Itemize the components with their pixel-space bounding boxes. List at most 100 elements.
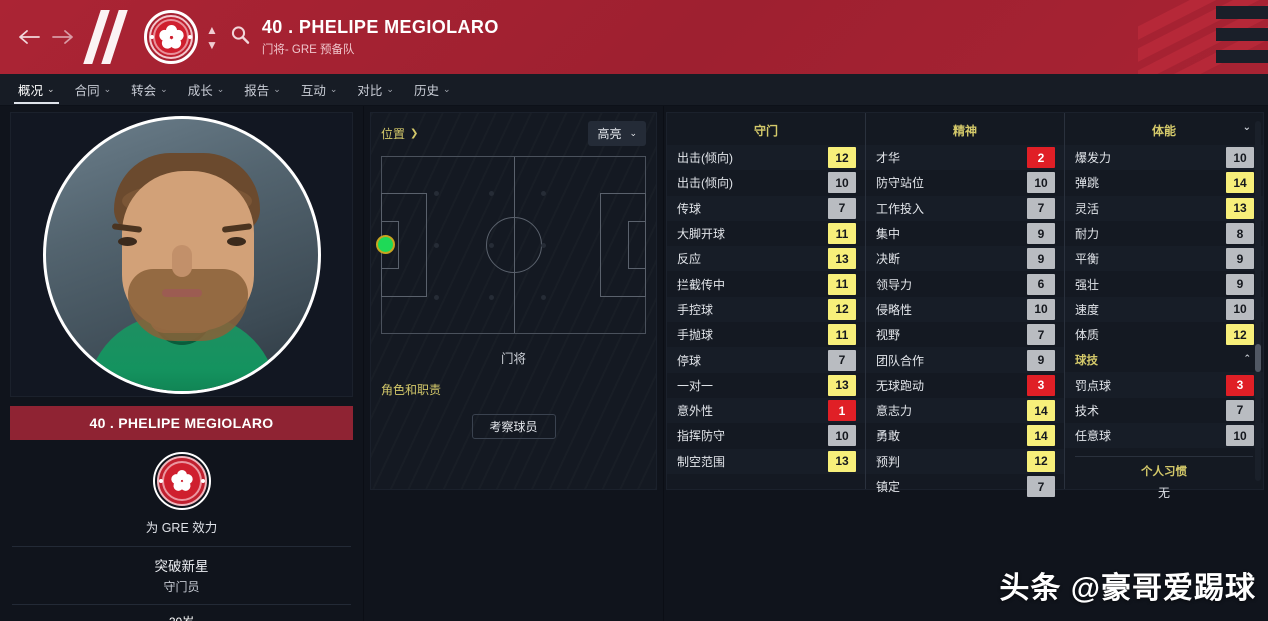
chevron-down-icon: ⌄: [386, 84, 394, 94]
attribute-row[interactable]: 耐力 8: [1065, 221, 1263, 246]
club-crest-icon[interactable]: [152, 452, 211, 510]
attribute-row[interactable]: 指挥防守 10: [667, 423, 865, 448]
pitch-diagram[interactable]: [376, 156, 646, 334]
stepper-down-icon[interactable]: ▼: [206, 37, 218, 52]
mental-attr-value: 6: [1027, 273, 1055, 295]
tab-contract[interactable]: 合同 ⌄: [65, 74, 122, 106]
position-column: 位置 ❯ 高亮 ⌄: [364, 106, 664, 621]
attribute-row[interactable]: 手控球 12: [667, 296, 865, 323]
attribute-row[interactable]: 决断 9: [866, 246, 1064, 272]
attribute-row[interactable]: 才华 2: [866, 145, 1064, 171]
attribute-row[interactable]: 停球 7: [667, 347, 865, 373]
search-button[interactable]: [230, 25, 250, 50]
attribute-row[interactable]: 任意球 10: [1065, 422, 1263, 449]
attribute-row[interactable]: 镇定 7: [866, 474, 1064, 499]
goalkeeping-attr-value: 13: [828, 248, 856, 270]
attribute-row[interactable]: 侵略性 10: [866, 296, 1064, 323]
habits-value: 无: [1157, 486, 1170, 501]
goalkeeping-attr-label: 手抛球: [677, 328, 714, 343]
attribute-row[interactable]: 意志力 14: [866, 397, 1064, 424]
attribute-row[interactable]: 团队合作 9: [866, 347, 1064, 373]
highlight-dropdown[interactable]: 高亮 ⌄: [588, 121, 646, 146]
physical-attr-label: 弹跳: [1075, 176, 1100, 191]
attribute-row[interactable]: 罚点球 3: [1065, 372, 1263, 398]
tab-overview[interactable]: 概况 ⌄: [8, 74, 65, 106]
chevron-down-icon[interactable]: ⌄: [1242, 122, 1251, 133]
physical-attr-value: 9: [1226, 273, 1254, 295]
attribute-row[interactable]: 速度 10: [1065, 296, 1263, 323]
goalkeeping-attr-value: 7: [828, 197, 856, 219]
attribute-row[interactable]: 拦截传中 11: [667, 271, 865, 296]
skills-rows: 罚点球 3 技术 7 任意球 10: [1065, 372, 1263, 449]
mental-attr-value: 10: [1027, 172, 1055, 194]
attribute-row[interactable]: 勇敢 14: [866, 423, 1064, 448]
position-marker-gk[interactable]: [376, 235, 395, 254]
mental-attr-value: 7: [1027, 476, 1055, 497]
player-stepper[interactable]: ▲ ▼: [206, 22, 218, 52]
attribute-row[interactable]: 弹跳 14: [1065, 170, 1263, 195]
club-badge-icon[interactable]: [144, 10, 198, 64]
attribute-row[interactable]: 视野 7: [866, 322, 1064, 347]
player-sidebar: 40 . PHELIPE MEGIOLARO 为 GRE 效力 突破新星 守门员…: [0, 106, 364, 621]
attribute-row[interactable]: 预判 12: [866, 448, 1064, 474]
scout-player-button[interactable]: 考察球员: [471, 414, 556, 439]
physical-attr-label: 耐力: [1075, 227, 1100, 242]
goalkeeping-attr-value: 7: [828, 349, 856, 371]
attribute-row[interactable]: 制空范围 13: [667, 448, 865, 474]
attributes-scrollbar[interactable]: [1255, 121, 1261, 481]
mental-attr-value: 7: [1027, 197, 1055, 219]
attribute-row[interactable]: 无球跑动 3: [866, 373, 1064, 398]
attribute-row[interactable]: 出击(倾向) 12: [667, 145, 865, 171]
tab-interaction[interactable]: 互动 ⌄: [291, 74, 348, 106]
divider: [1075, 456, 1253, 458]
back-button[interactable]: [12, 20, 46, 54]
attribute-row[interactable]: 工作投入 7: [866, 195, 1064, 221]
attribute-row[interactable]: 出击(倾向) 10: [667, 170, 865, 195]
attribute-row[interactable]: 强壮 9: [1065, 271, 1263, 296]
attribute-row[interactable]: 传球 7: [667, 195, 865, 221]
attribute-row[interactable]: 手抛球 11: [667, 322, 865, 347]
position-link[interactable]: 位置 ❯: [381, 125, 418, 142]
tab-compare[interactable]: 对比 ⌄: [347, 74, 404, 106]
tab-history[interactable]: 历史 ⌄: [404, 74, 461, 106]
attribute-row[interactable]: 集中 9: [866, 221, 1064, 246]
attribute-row[interactable]: 灵活 13: [1065, 195, 1263, 221]
attribute-row[interactable]: 技术 7: [1065, 398, 1263, 423]
forward-button[interactable]: [46, 20, 80, 54]
attribute-row[interactable]: 平衡 9: [1065, 246, 1263, 272]
mental-attr-label: 领导力: [876, 277, 913, 292]
main-body: 40 . PHELIPE MEGIOLARO 为 GRE 效力 突破新星 守门员…: [0, 106, 1268, 621]
attribute-row[interactable]: 爆发力 10: [1065, 145, 1263, 171]
club-for-label: 为 GRE 效力: [145, 521, 218, 535]
chevron-up-icon[interactable]: ⌃: [1243, 353, 1251, 364]
tab-transfer[interactable]: 转会 ⌄: [121, 74, 178, 106]
goalkeeping-attr-label: 传球: [677, 201, 702, 216]
mental-attr-value: 9: [1027, 223, 1055, 245]
tab-development[interactable]: 成长 ⌄: [178, 74, 235, 106]
physical-attr-value: 14: [1226, 172, 1254, 194]
attribute-row[interactable]: 防守站位 10: [866, 170, 1064, 195]
goalkeeping-attr-label: 停球: [677, 353, 702, 368]
attribute-group-goalkeeping: 守门 出击(倾向) 12 出击(倾向) 10 传球 7 大脚开球 11 反应 13 拦截传中 11 手控…: [667, 113, 865, 489]
age-unit: 岁: [182, 615, 194, 621]
attribute-row[interactable]: 体质 12: [1065, 322, 1263, 347]
goalkeeping-attr-value: 12: [828, 298, 856, 320]
physical-attr-value: 10: [1226, 147, 1254, 169]
club-affiliation: 为 GRE 效力: [10, 440, 353, 546]
goalkeeping-attr-value: 10: [828, 425, 856, 447]
attribute-row[interactable]: 反应 13: [667, 246, 865, 272]
physical-attr-label: 体质: [1075, 328, 1100, 343]
attribute-row[interactable]: 意外性 1: [667, 397, 865, 424]
arrow-left-icon: [19, 30, 40, 44]
attribute-row[interactable]: 领导力 6: [866, 271, 1064, 296]
attribute-row[interactable]: 一对一 13: [667, 373, 865, 398]
skills-title-text: 球技: [1075, 355, 1098, 368]
stepper-up-icon[interactable]: ▲: [206, 22, 218, 37]
attribute-row[interactable]: 大脚开球 11: [667, 221, 865, 246]
tab-reports[interactable]: 报告 ⌄: [234, 74, 291, 106]
tab-interaction-label: 互动: [300, 84, 326, 98]
chevron-down-icon: ⌄: [216, 84, 225, 94]
role-and-duty-label[interactable]: 角色和职责: [381, 383, 442, 397]
group-title-mental: 精神: [952, 124, 977, 138]
